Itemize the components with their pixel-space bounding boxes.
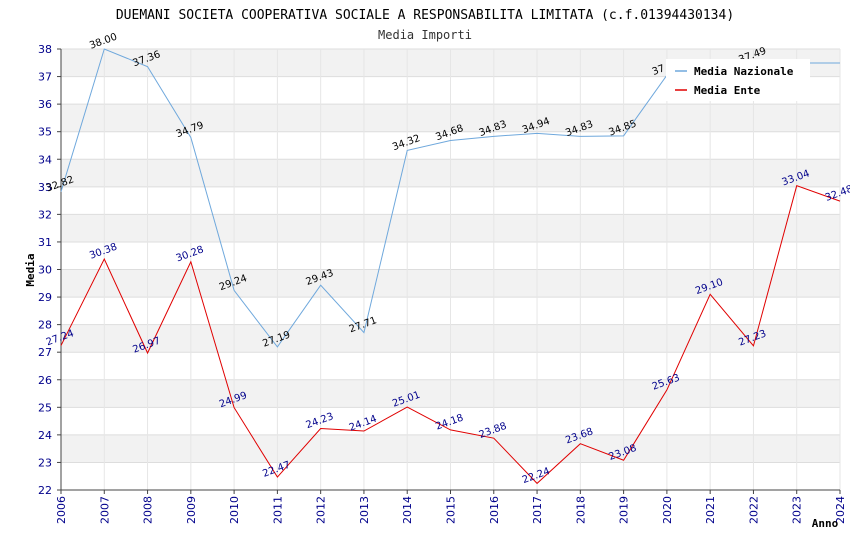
x-axis-label: Anno [812, 517, 839, 530]
x-tick-label: 2015 [445, 496, 458, 524]
y-axis-label: Media [24, 253, 37, 286]
x-tick-label: 2006 [55, 496, 68, 524]
x-tick-label: 2010 [228, 496, 241, 524]
y-tick-label: 32 [38, 208, 52, 221]
x-tick-label: 2024 [834, 496, 847, 524]
y-tick-label: 23 [38, 456, 52, 469]
y-tick-label: 38 [38, 43, 52, 56]
x-tick-label: 2018 [574, 496, 587, 524]
gridlines [60, 48, 841, 491]
y-tick-label: 25 [38, 401, 52, 414]
y-tick-label: 26 [38, 374, 52, 387]
y-tick-label: 34 [38, 153, 52, 166]
x-tick-label: 2012 [315, 496, 328, 524]
x-tick-label: 2019 [618, 496, 631, 524]
legend-label: Media Nazionale [694, 65, 794, 78]
x-tick-label: 2011 [271, 496, 284, 524]
y-tick-label: 30 [38, 264, 52, 277]
x-tick-label: 2014 [401, 496, 414, 524]
chart-title: DUEMANI SOCIETA COOPERATIVA SOCIALE A RE… [116, 8, 734, 23]
x-tick-label: 2008 [142, 496, 155, 524]
legend-box [666, 59, 810, 101]
legend-label: Media Ente [694, 84, 761, 97]
x-tick-label: 2013 [358, 496, 371, 524]
y-tick-label: 22 [38, 484, 52, 497]
y-tick-label: 24 [38, 429, 52, 442]
legend: Media Nazionale Media Ente [666, 59, 810, 101]
x-tick-label: 2016 [488, 496, 501, 524]
x-tick-label: 2023 [791, 496, 804, 524]
x-tick-label: 2009 [185, 496, 198, 524]
x-tick-label: 2021 [704, 496, 717, 524]
y-tick-label: 27 [38, 346, 52, 359]
x-tick-label: 2017 [531, 496, 544, 524]
y-tick-label: 36 [38, 98, 52, 111]
x-tick-label: 2022 [747, 496, 760, 524]
y-tick-label: 28 [38, 319, 52, 332]
x-axis-ticks: 2006 2007 2008 2009 2010 2011 2012 2013 2014 2015… [55, 490, 847, 524]
y-tick-label: 29 [38, 291, 52, 304]
y-tick-label: 35 [38, 126, 52, 139]
y-axis-ticks: 22 23 24 25 26 27 28 29 30 31 32 33 34 35 36 37 38 [38, 43, 61, 497]
y-tick-label: 31 [38, 236, 52, 249]
series-line-1 [60, 185, 841, 485]
y-tick-label: 37 [38, 71, 52, 84]
y-tick-label: 33 [38, 181, 52, 194]
x-tick-label: 2020 [661, 496, 674, 524]
chart-subtitle: Media Importi [378, 28, 472, 42]
x-tick-label: 2007 [98, 496, 111, 524]
